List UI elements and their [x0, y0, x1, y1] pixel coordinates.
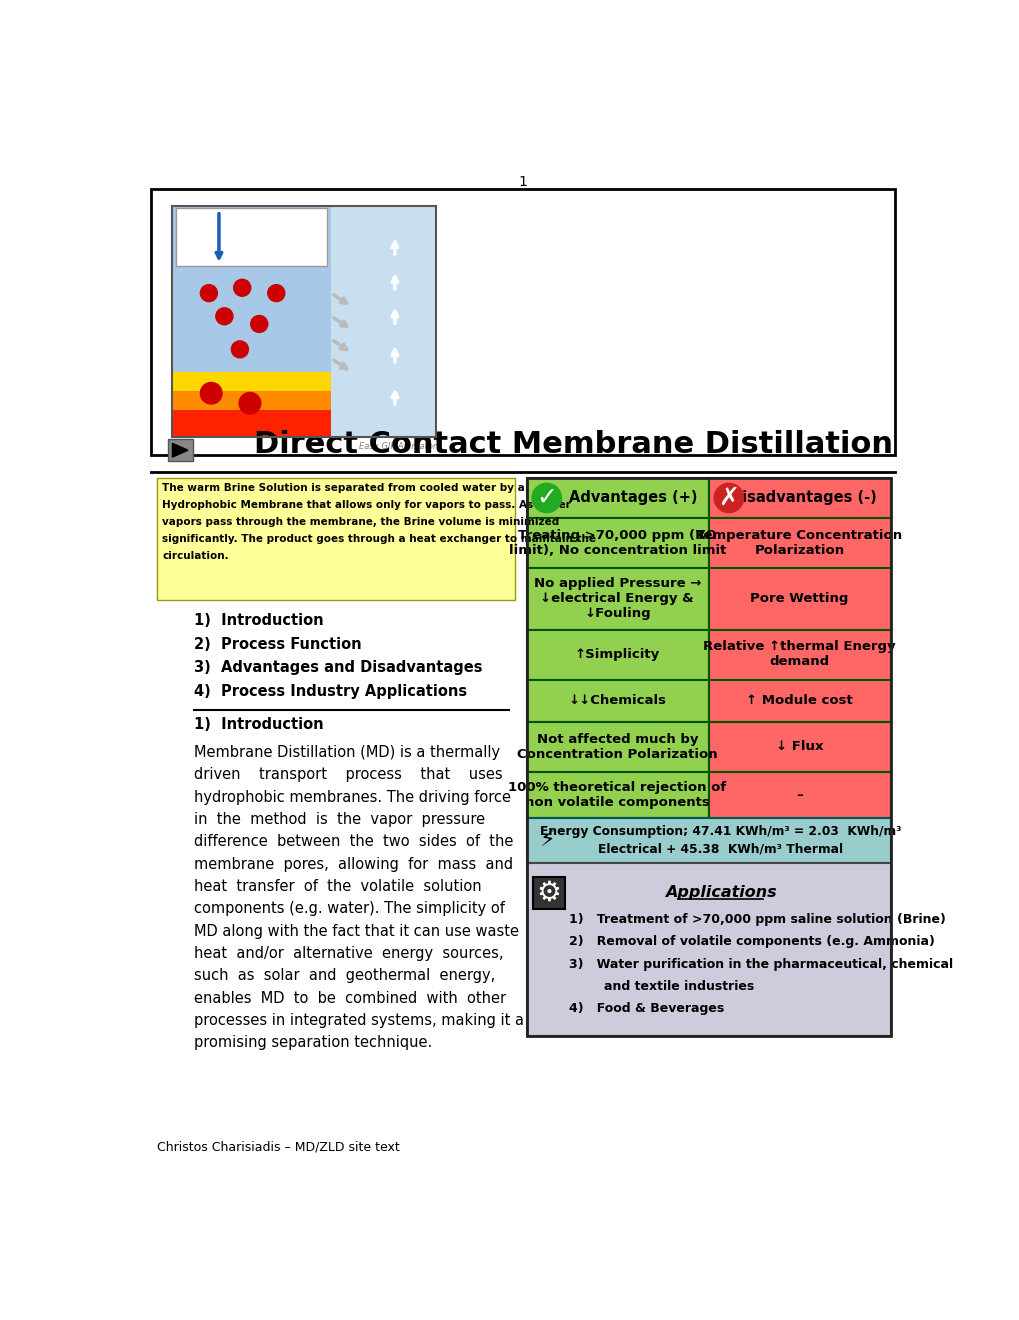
Text: Membrane Distillation (MD) is a thermally: Membrane Distillation (MD) is a thermall… [194, 744, 499, 760]
Text: Treating >70,000 ppm (RO
limit), No concentration limit: Treating >70,000 ppm (RO limit), No conc… [508, 528, 726, 557]
Text: driven    transport    process    that    uses: driven transport process that uses [194, 767, 502, 783]
Text: Hydrophobic Membrane that allows only for vapors to pass. As water: Hydrophobic Membrane that allows only fo… [162, 500, 571, 511]
Bar [708, 478, 890, 517]
Text: Electrical + 45.38  KWh/m³ Thermal: Electrical + 45.38 KWh/m³ Thermal [597, 842, 842, 855]
Bar [172, 391, 331, 422]
Bar [708, 630, 890, 680]
Bar [168, 440, 193, 461]
Bar [175, 209, 326, 267]
Text: ⚡: ⚡ [538, 830, 554, 850]
Text: Applications: Applications [664, 884, 775, 900]
Text: significantly. The product goes through a heat exchanger to maintain the: significantly. The product goes through … [162, 535, 596, 544]
Polygon shape [172, 444, 187, 457]
Text: such  as  solar  and  geothermal  energy,: such as solar and geothermal energy, [194, 969, 495, 983]
Bar [708, 568, 890, 630]
Text: 3)   Water purification in the pharmaceutical, chemical: 3) Water purification in the pharmaceuti… [569, 958, 953, 970]
Bar [157, 478, 515, 599]
Text: 1)  Introduction: 1) Introduction [194, 612, 323, 628]
Bar [532, 876, 565, 909]
Bar [172, 206, 435, 437]
Bar [172, 206, 331, 372]
Bar [172, 372, 331, 411]
Bar [526, 517, 708, 568]
Bar [526, 478, 890, 1036]
Bar [526, 478, 708, 517]
Text: MD along with the fact that it can use waste: MD along with the fact that it can use w… [194, 924, 519, 939]
Text: 1)   Treatment of >70,000 ppm saline solution (Brine): 1) Treatment of >70,000 ppm saline solut… [569, 913, 946, 927]
Circle shape [231, 341, 249, 358]
Text: heat  transfer  of  the  volatile  solution: heat transfer of the volatile solution [194, 879, 481, 894]
Text: heat  and/or  alternative  energy  sources,: heat and/or alternative energy sources, [194, 946, 503, 961]
Text: 2)  Process Function: 2) Process Function [194, 636, 362, 652]
Text: ↑Simplicity: ↑Simplicity [574, 648, 659, 661]
Text: 1)  Introduction: 1) Introduction [194, 718, 323, 733]
Circle shape [238, 392, 261, 414]
Circle shape [713, 483, 743, 512]
Circle shape [251, 315, 268, 333]
Text: hydrophobic membranes. The driving force: hydrophobic membranes. The driving force [194, 789, 511, 805]
Circle shape [200, 383, 222, 404]
Text: Relative ↑thermal Energy
demand: Relative ↑thermal Energy demand [702, 640, 895, 668]
Bar [526, 568, 708, 630]
Text: 4)   Food & Beverages: 4) Food & Beverages [569, 1002, 723, 1015]
Circle shape [200, 285, 217, 302]
Text: Christos Charisiadis – MD/ZLD site text: Christos Charisiadis – MD/ZLD site text [157, 1140, 399, 1154]
Text: enables  MD  to  be  combined  with  other: enables MD to be combined with other [194, 991, 505, 1006]
Text: promising separation technique.: promising separation technique. [194, 1035, 432, 1051]
Text: The warm Brine Solution is separated from cooled water by a: The warm Brine Solution is separated fro… [162, 483, 525, 494]
Bar [331, 206, 435, 437]
Bar [708, 772, 890, 818]
Text: 100% theoretical rejection of
non volatile components: 100% theoretical rejection of non volati… [507, 781, 726, 809]
Text: Energy Consumption; 47.41 KWh/m³ = 2.03  KWh/m³: Energy Consumption; 47.41 KWh/m³ = 2.03 … [539, 825, 900, 838]
Text: components (e.g. water). The simplicity of: components (e.g. water). The simplicity … [194, 902, 504, 916]
Text: membrane  pores,  allowing  for  mass  and: membrane pores, allowing for mass and [194, 857, 513, 871]
Text: processes in integrated systems, making it a: processes in integrated systems, making … [194, 1014, 524, 1028]
Text: Not affected much by
Concentration Polarization: Not affected much by Concentration Polar… [517, 733, 717, 760]
Bar [172, 411, 331, 437]
Text: Pore Wetting: Pore Wetting [750, 593, 848, 606]
Bar [526, 722, 708, 772]
Text: No applied Pressure →
↓electrical Energy &
↓Fouling: No applied Pressure → ↓electrical Energy… [533, 577, 700, 620]
Circle shape [532, 483, 560, 512]
Text: Advantages (+): Advantages (+) [568, 491, 696, 506]
Text: vapors pass through the membrane, the Brine volume is minimized: vapors pass through the membrane, the Br… [162, 517, 559, 527]
Text: in  the  method  is  the  vapor  pressure: in the method is the vapor pressure [194, 812, 485, 828]
Bar [708, 517, 890, 568]
Text: –: – [795, 788, 802, 801]
Text: 1: 1 [518, 176, 527, 189]
Text: Easy GIF Animator: Easy GIF Animator [359, 442, 435, 450]
Circle shape [233, 280, 251, 296]
Text: Disadvantages (-): Disadvantages (-) [730, 491, 875, 506]
Text: Temperature Concentration
Polarization: Temperature Concentration Polarization [696, 528, 902, 557]
Text: ↓ Flux: ↓ Flux [774, 741, 822, 754]
Text: 3)  Advantages and Disadvantages: 3) Advantages and Disadvantages [194, 660, 482, 676]
Text: ↓↓Chemicals: ↓↓Chemicals [568, 694, 665, 708]
Circle shape [216, 308, 232, 325]
Bar [526, 680, 708, 722]
Text: 2)   Removal of volatile components (e.g. Ammonia): 2) Removal of volatile components (e.g. … [569, 936, 934, 948]
Bar [526, 863, 890, 1036]
Text: circulation.: circulation. [162, 552, 229, 561]
Text: 4)  Process Industry Applications: 4) Process Industry Applications [194, 684, 467, 700]
Bar [526, 630, 708, 680]
Text: and textile industries: and textile industries [569, 979, 754, 993]
Text: ✓: ✓ [536, 486, 556, 510]
Bar [526, 818, 890, 863]
Text: ↑ Module cost: ↑ Module cost [745, 694, 852, 708]
Bar [526, 772, 708, 818]
Bar [151, 189, 894, 455]
Circle shape [268, 285, 284, 302]
Text: difference  between  the  two  sides  of  the: difference between the two sides of the [194, 834, 513, 850]
Bar [708, 680, 890, 722]
Text: Direct Contact Membrane Distillation: Direct Contact Membrane Distillation [254, 430, 893, 459]
Text: ⚙: ⚙ [536, 879, 561, 907]
Bar [708, 722, 890, 772]
Text: ✗: ✗ [717, 486, 739, 510]
